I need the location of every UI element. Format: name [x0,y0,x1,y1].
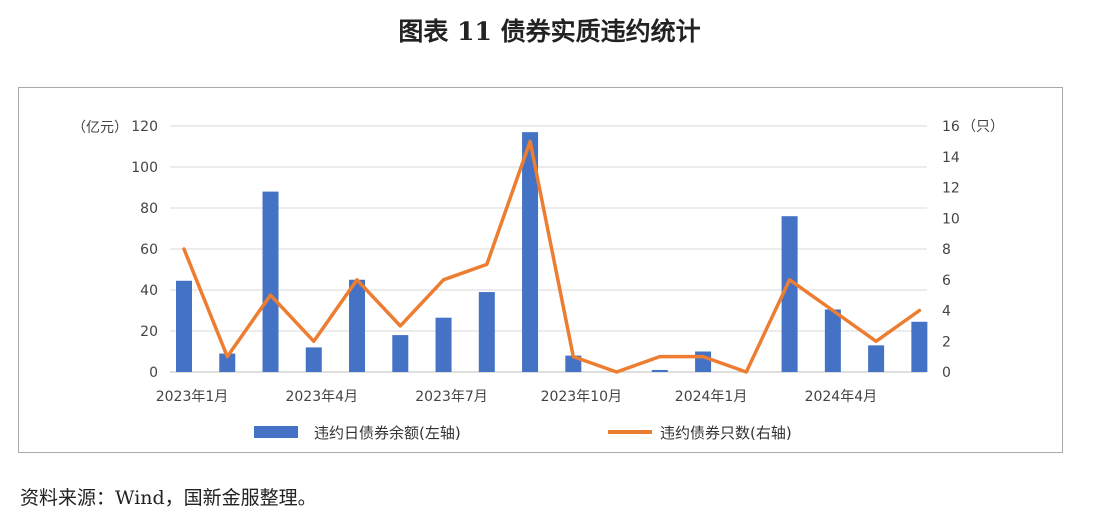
bar [824,309,841,372]
bar [868,345,885,372]
series-line [182,139,922,374]
y-right-tick-label: 10 [942,211,960,227]
x-tick-label: 2024年4月 [805,389,878,405]
source-note: 资料来源：Wind，国新金服整理。 [20,487,317,509]
chart-svg: 0 20 40 60 80 100 120（亿元） 0 2 4 6 8 10 12 14 16 （只） 202… [72,119,1004,442]
legend-label-bar: 违约日债券余额(左轴) [314,424,461,442]
y-right-tick-label: 16 [942,119,960,135]
x-tick-label: 2023年1月 [156,389,229,405]
y-right-unit: （只） [962,119,1004,135]
bar [176,280,192,372]
x-tick-label: 2024年1月 [675,389,748,405]
y-right-axis: 0 2 4 6 8 10 12 14 16 （只） [942,119,1004,381]
chart-frame [18,87,1063,453]
y-right-tick-label: 6 [942,273,951,289]
y-right-tick-label: 2 [942,334,951,350]
y-right-tick-label: 12 [942,181,960,197]
bar [781,216,798,372]
bar [478,292,495,372]
y-right-tick-label: 14 [942,150,960,166]
bar [522,132,539,372]
y-left-tick-label: 120 [131,119,158,135]
legend-swatch-bar [254,426,298,438]
y-right-tick-label: 4 [942,304,951,320]
chart-title: 图表 11 债券实质违约统计 [398,17,701,46]
y-right-tick-label: 0 [942,365,951,381]
bar [349,279,366,372]
y-left-tick-label: 80 [140,201,158,217]
gridlines [170,125,927,373]
bar [911,321,928,372]
legend-label-line: 违约债券只数(右轴) [660,424,792,442]
x-axis: 2023年1月 2023年4月 2023年7月 2023年10月 2024年1月 2024… [156,389,877,405]
y-left-tick-label: 40 [140,283,158,299]
y-left-axis: 0 20 40 60 80 100 120（亿元） [72,119,158,381]
y-left-tick-label: 20 [140,324,158,340]
bars [176,132,928,372]
bar [695,351,712,372]
x-tick-label: 2023年7月 [415,389,488,405]
y-left-unit: （亿元） [72,120,128,136]
bar [435,317,452,372]
bar [262,191,279,372]
legend: 违约日债券余额(左轴) 违约债券只数(右轴) [254,424,792,442]
bar [305,347,322,372]
x-tick-label: 2023年4月 [285,389,358,405]
bar [219,353,236,372]
line-series [182,139,922,374]
x-tick-label: 2023年10月 [541,389,622,405]
y-right-tick-label: 8 [942,242,951,258]
y-left-tick-label: 0 [149,365,158,381]
bar [392,335,409,372]
bar [651,369,668,372]
y-left-tick-label: 100 [131,160,158,176]
y-left-tick-label: 60 [140,242,158,258]
